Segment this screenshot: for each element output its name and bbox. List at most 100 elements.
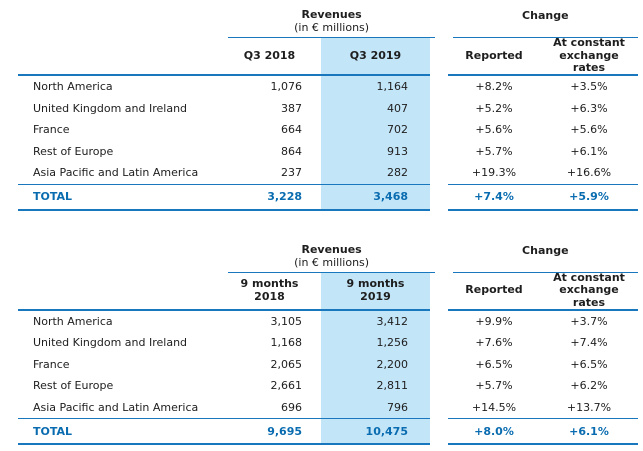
col-header-prev-period: Q3 2018 [243,48,296,62]
value-prev: 3,105 [270,314,303,328]
change-title: Change [522,243,569,257]
total-label: TOTAL [33,190,73,203]
col-header-reported: Reported [465,283,523,297]
change-group-header: Change [452,5,638,38]
value-prev: 2,065 [270,357,303,371]
total-row: TOTAL 3,228 3,468 +7.4% +5.9% [18,183,638,211]
change-constant: +16.6% [566,166,612,180]
change-reported: +14.5% [471,400,517,414]
table-row: France 2,065 2,200 +6.5% +6.5% [18,353,638,376]
table-row: Rest of Europe 2,661 2,811 +5.7% +6.2% [18,375,638,397]
change-reported: +8.2% [475,80,513,94]
change-reported: +6.5% [475,357,513,371]
region-label: France [33,357,70,371]
change-constant: +6.3% [570,101,608,115]
change-reported: +5.7% [475,144,513,158]
column-gap [430,141,448,163]
value-curr: 796 [321,396,430,418]
column-gap [430,332,448,354]
change-reported: +5.2% [475,101,513,115]
value-curr: 3,412 [321,310,430,332]
column-gap [430,273,448,311]
column-header-row: 9 months 2018 9 months 2019 Reported At … [18,270,638,311]
total-row: TOTAL 9,695 10,475 +8.0% +6.1% [18,418,638,445]
region-label: North America [33,80,113,94]
change-constant: +3.7% [570,314,608,328]
total-curr: 10,475 [321,419,430,443]
column-gap [430,76,448,98]
change-reported: +19.3% [471,166,517,180]
title-band: Revenues (in € millions) Change [18,5,638,38]
region-label: United Kingdom and Ireland [33,101,188,115]
change-reported: +9.9% [475,314,513,328]
region-label: France [33,123,70,137]
column-gap [430,98,448,120]
column-gap [430,119,448,141]
column-gap [430,184,448,211]
value-prev: 2,661 [270,379,303,393]
title-spacer [18,5,228,38]
value-prev: 664 [281,123,302,137]
revenues-title: Revenues [301,242,362,256]
title-spacer [18,240,228,273]
value-prev: 387 [281,101,302,115]
col-header-curr-period: Q3 2019 [321,38,430,74]
column-gap [430,375,448,397]
value-prev: 237 [281,166,302,180]
region-header-spacer [18,273,218,309]
col-header-curr-period: 9 months 2019 [321,272,430,309]
table-row: United Kingdom and Ireland 387 407 +5.2%… [18,97,638,120]
value-curr: 407 [321,97,430,119]
change-group-header: Change [452,240,638,273]
change-constant: +7.4% [570,336,608,350]
table-row: North America 1,076 1,164 +8.2% +3.5% [18,76,638,98]
change-constant: +6.2% [570,379,608,393]
value-curr: 1,164 [321,76,430,98]
column-gap [435,240,453,273]
change-reported: +5.6% [475,123,513,137]
revenues-subtitle: (in € millions) [294,21,370,34]
region-label: Rest of Europe [33,144,114,158]
column-gap [430,311,448,333]
value-prev: 1,076 [270,80,303,94]
total-reported: +7.4% [474,190,514,203]
region-label: United Kingdom and Ireland [33,336,188,350]
revenues-subtitle: (in € millions) [294,255,370,269]
revenue-table-q3: Revenues (in € millions) Change Q3 2018 … [18,5,638,211]
change-reported: +5.7% [475,379,513,393]
total-constant: +5.9% [569,190,609,203]
revenue-table-9months: Revenues (in € millions) Change 9 months… [18,240,638,445]
col-header-constant: At constant exchange rates [553,270,625,309]
revenues-title: Revenues [301,8,362,21]
change-constant: +5.6% [570,123,608,137]
column-gap [430,162,448,184]
column-gap [430,397,448,419]
change-constant: +13.7% [566,400,612,414]
region-label: Rest of Europe [33,379,114,393]
value-curr: 2,811 [321,375,430,397]
revenues-group-header: Revenues (in € millions) [228,240,436,273]
revenues-group-header: Revenues (in € millions) [228,5,436,38]
change-constant: +6.1% [570,144,608,158]
change-constant: +3.5% [570,80,608,94]
region-label: Asia Pacific and Latin America [33,400,199,414]
change-reported: +7.6% [475,336,513,350]
total-curr: 3,468 [321,184,430,209]
total-label: TOTAL [33,424,73,438]
region-header-spacer [18,38,218,74]
col-header-prev-period: 9 months 2018 [240,277,299,303]
table-row: Asia Pacific and Latin America 237 282 +… [18,162,638,184]
change-title: Change [522,9,569,22]
table-row: Rest of Europe 864 913 +5.7% +6.1% [18,140,638,163]
value-curr: 282 [321,162,430,184]
value-curr: 702 [321,119,430,141]
total-reported: +8.0% [474,424,514,438]
column-gap [430,354,448,376]
title-band: Revenues (in € millions) Change [18,240,638,273]
total-prev: 3,228 [267,190,302,203]
total-prev: 9,695 [267,424,302,438]
column-gap [435,5,453,38]
region-label: Asia Pacific and Latin America [33,166,199,180]
table-row: Asia Pacific and Latin America 696 796 +… [18,396,638,419]
column-gap [430,418,448,445]
